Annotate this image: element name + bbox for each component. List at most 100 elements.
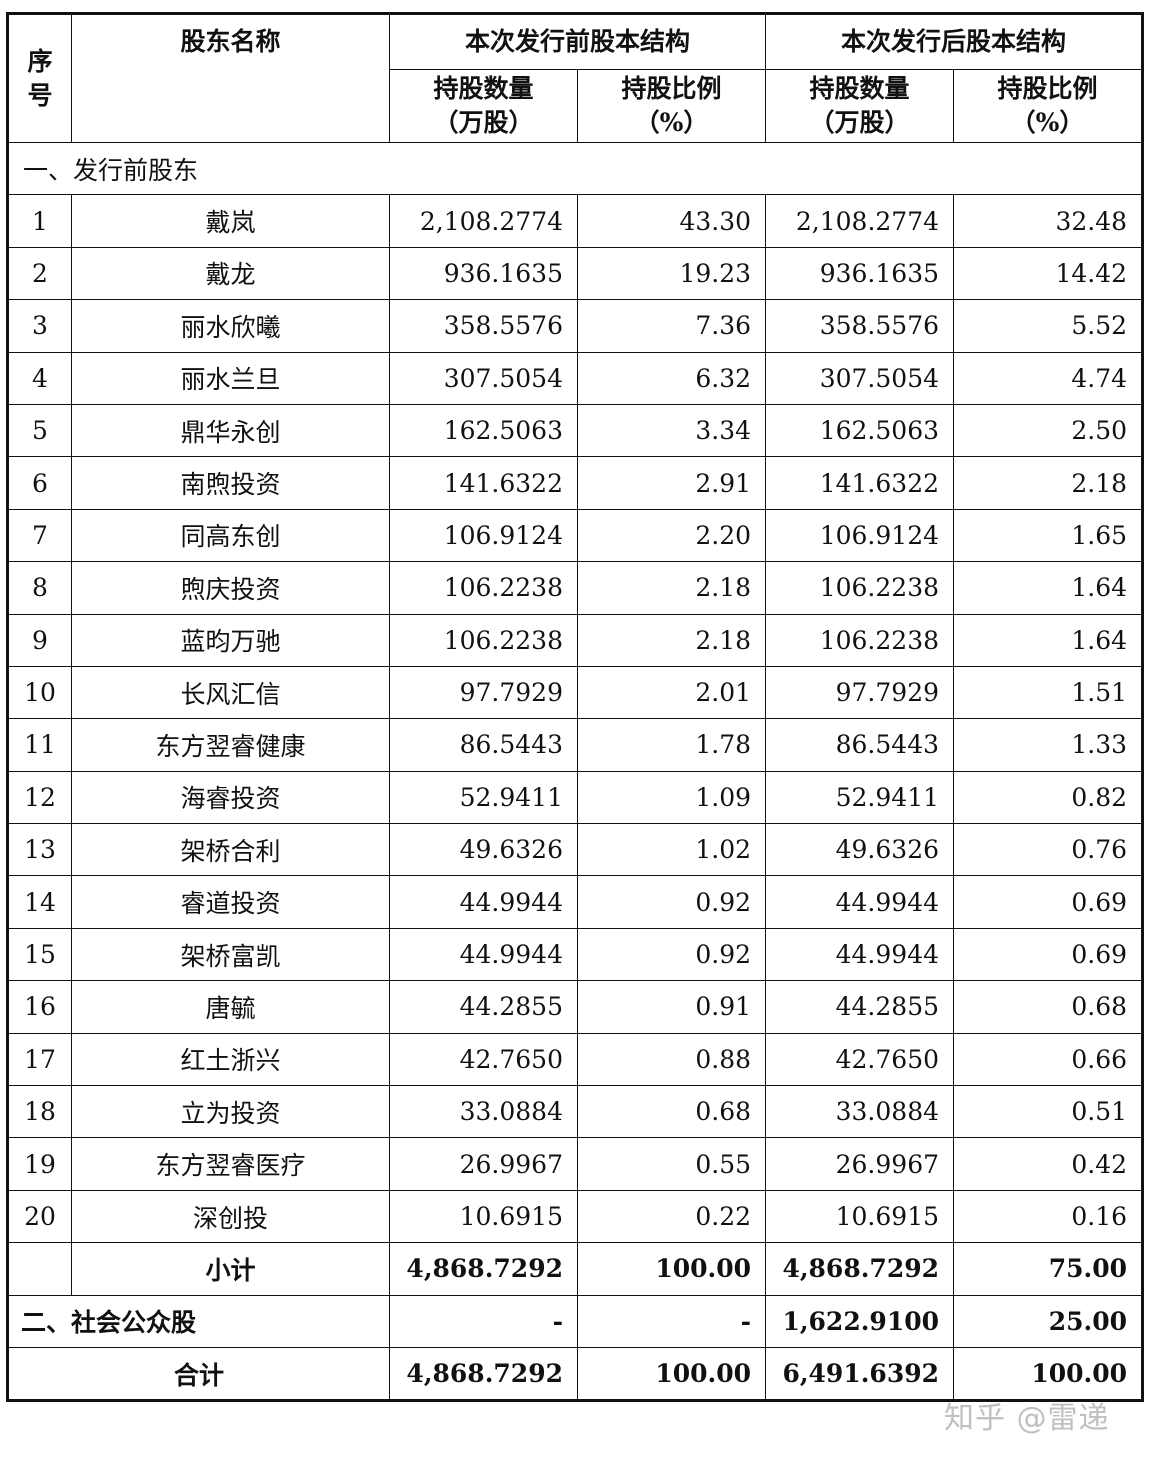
- row-after-qty: 49.6326: [765, 823, 955, 877]
- table-row: 19 东方翌睿医疗 26.9967 0.55 26.9967 0.42: [7, 1137, 1144, 1191]
- row-seq: 18: [7, 1085, 72, 1139]
- row-shareholder-name: 东方翌睿健康: [71, 718, 390, 772]
- table-body: 一、发行前股东 1 戴岚 2,108.2774 43.30 2,108.2774 32.4…: [6, 141, 1144, 1244]
- total-before-qty: 4,868.7292: [389, 1346, 578, 1402]
- row-before-ratio: 2.20: [576, 508, 767, 563]
- table-row: 3 丽水欣曦 358.5576 7.36 358.5576 5.52: [7, 299, 1144, 353]
- header-after-qty: 持股数量 （万股）: [765, 69, 955, 143]
- table-row: 2 戴龙 936.1635 19.23 936.1635 14.42: [7, 246, 1144, 301]
- total-row: 合计 4,868.7292 100.00 6,491.6392 100.00: [7, 1346, 1144, 1402]
- row-after-ratio: 0.42: [953, 1137, 1144, 1191]
- row-before-ratio: 2.01: [576, 665, 767, 720]
- row-shareholder-name: 架桥合利: [71, 823, 390, 877]
- row-after-qty: 2,108.2774: [765, 194, 955, 248]
- row-after-ratio: 2.18: [953, 456, 1144, 510]
- row-before-ratio: 2.18: [576, 561, 767, 615]
- row-shareholder-name: 丽水兰旦: [71, 351, 390, 405]
- public-shares-label: 二、社会公众股: [7, 1294, 390, 1348]
- row-after-ratio: 0.66: [953, 1032, 1144, 1087]
- row-before-qty: 106.2238: [389, 613, 578, 667]
- row-shareholder-name: 架桥富凯: [71, 927, 390, 982]
- row-before-qty: 358.5576: [389, 299, 578, 353]
- row-before-ratio: 0.55: [576, 1137, 767, 1191]
- header-shareholder-name: 股东名称: [71, 13, 390, 143]
- row-before-qty: 2,108.2774: [389, 194, 578, 248]
- row-seq: 4: [7, 351, 72, 405]
- row-before-qty: 307.5054: [389, 351, 578, 405]
- row-shareholder-name: 唐毓: [71, 980, 390, 1034]
- section-pre-issue-row: 一、发行前股东: [6, 141, 1144, 196]
- row-before-ratio: 1.09: [576, 770, 767, 825]
- row-before-qty: 52.9411: [389, 770, 578, 825]
- header-row-1: 序 号 股东名称 本次发行前股本结构 本次发行后股本结构: [7, 13, 1144, 143]
- row-before-qty: 33.0884: [389, 1085, 578, 1139]
- row-before-ratio: 2.91: [576, 456, 767, 510]
- row-shareholder-name: 东方翌睿医疗: [71, 1137, 390, 1191]
- row-after-ratio: 0.16: [953, 1189, 1144, 1244]
- row-after-qty: 97.7929: [765, 665, 955, 720]
- table-row: 7 同高东创 106.9124 2.20 106.9124 1.65: [7, 508, 1144, 563]
- row-seq: 20: [7, 1189, 72, 1244]
- row-shareholder-name: 戴龙: [71, 246, 390, 301]
- row-before-qty: 97.7929: [389, 665, 578, 720]
- row-before-ratio: 0.92: [576, 927, 767, 982]
- row-after-qty: 162.5063: [765, 403, 955, 458]
- row-after-ratio: 4.74: [953, 351, 1144, 405]
- row-shareholder-name: 长风汇信: [71, 665, 390, 720]
- row-before-ratio: 0.92: [576, 875, 767, 929]
- row-seq: 12: [7, 770, 72, 825]
- row-before-qty: 106.9124: [389, 508, 578, 563]
- row-before-qty: 141.6322: [389, 456, 578, 510]
- row-before-ratio: 7.36: [576, 299, 767, 353]
- total-before-ratio: 100.00: [576, 1346, 767, 1402]
- row-after-qty: 26.9967: [765, 1137, 955, 1191]
- table-row: 17 红土浙兴 42.7650 0.88 42.7650 0.66: [7, 1032, 1144, 1087]
- row-before-qty: 44.2855: [389, 980, 578, 1034]
- row-after-qty: 44.9944: [765, 875, 955, 929]
- table-row: 18 立为投资 33.0884 0.68 33.0884 0.51: [7, 1085, 1144, 1139]
- subtotal-after-ratio: 75.00: [953, 1242, 1144, 1296]
- subtotal-before-qty: 4,868.7292: [389, 1242, 578, 1296]
- row-before-ratio: 6.32: [576, 351, 767, 405]
- subtotal-after-qty: 4,868.7292: [765, 1242, 955, 1296]
- row-before-ratio: 0.91: [576, 980, 767, 1034]
- row-before-ratio: 3.34: [576, 403, 767, 458]
- row-before-qty: 49.6326: [389, 823, 578, 877]
- row-after-ratio: 1.33: [953, 718, 1144, 772]
- row-shareholder-name: 煦庆投资: [71, 561, 390, 615]
- table-row: 6 南煦投资 141.6322 2.91 141.6322 2.18: [7, 456, 1144, 510]
- row-before-qty: 936.1635: [389, 246, 578, 301]
- subtotal-label: 小计: [71, 1242, 390, 1296]
- row-seq: 17: [7, 1032, 72, 1087]
- table-row: 16 唐毓 44.2855 0.91 44.2855 0.68: [7, 980, 1144, 1034]
- row-seq: 13: [7, 823, 72, 877]
- row-seq: 8: [7, 561, 72, 615]
- row-before-ratio: 1.02: [576, 823, 767, 877]
- table-row: 10 长风汇信 97.7929 2.01 97.7929 1.51: [7, 665, 1144, 720]
- table-row: 9 蓝昀万驰 106.2238 2.18 106.2238 1.64: [7, 613, 1144, 667]
- row-after-ratio: 0.69: [953, 875, 1144, 929]
- public-shares-before-ratio: -: [576, 1294, 767, 1348]
- row-after-ratio: 2.50: [953, 403, 1144, 458]
- row-shareholder-name: 红土浙兴: [71, 1032, 390, 1087]
- row-before-ratio: 19.23: [576, 246, 767, 301]
- row-shareholder-name: 睿道投资: [71, 875, 390, 929]
- row-before-ratio: 2.18: [576, 613, 767, 667]
- header-after-ratio: 持股比例 （%）: [953, 69, 1144, 143]
- row-shareholder-name: 深创投: [71, 1189, 390, 1244]
- header-before-issue: 本次发行前股本结构: [388, 13, 767, 70]
- row-after-ratio: 1.64: [953, 561, 1144, 615]
- row-after-qty: 106.2238: [765, 561, 955, 615]
- table-row: 20 深创投 10.6915 0.22 10.6915 0.16: [7, 1189, 1144, 1244]
- row-after-ratio: 0.82: [953, 770, 1144, 825]
- public-shares-after-qty: 1,622.9100: [765, 1294, 955, 1348]
- row-shareholder-name: 海睿投资: [71, 770, 390, 825]
- public-shares-before-qty: -: [389, 1294, 578, 1348]
- table-summary: 小计 4,868.7292 100.00 4,868.7292 75.00 二、…: [7, 1242, 1144, 1402]
- row-seq: 16: [7, 980, 72, 1034]
- subtotal-seq: [7, 1242, 72, 1296]
- row-before-qty: 162.5063: [389, 403, 578, 458]
- row-after-ratio: 1.64: [953, 613, 1144, 667]
- row-after-ratio: 0.76: [953, 823, 1144, 877]
- row-seq: 11: [7, 718, 72, 772]
